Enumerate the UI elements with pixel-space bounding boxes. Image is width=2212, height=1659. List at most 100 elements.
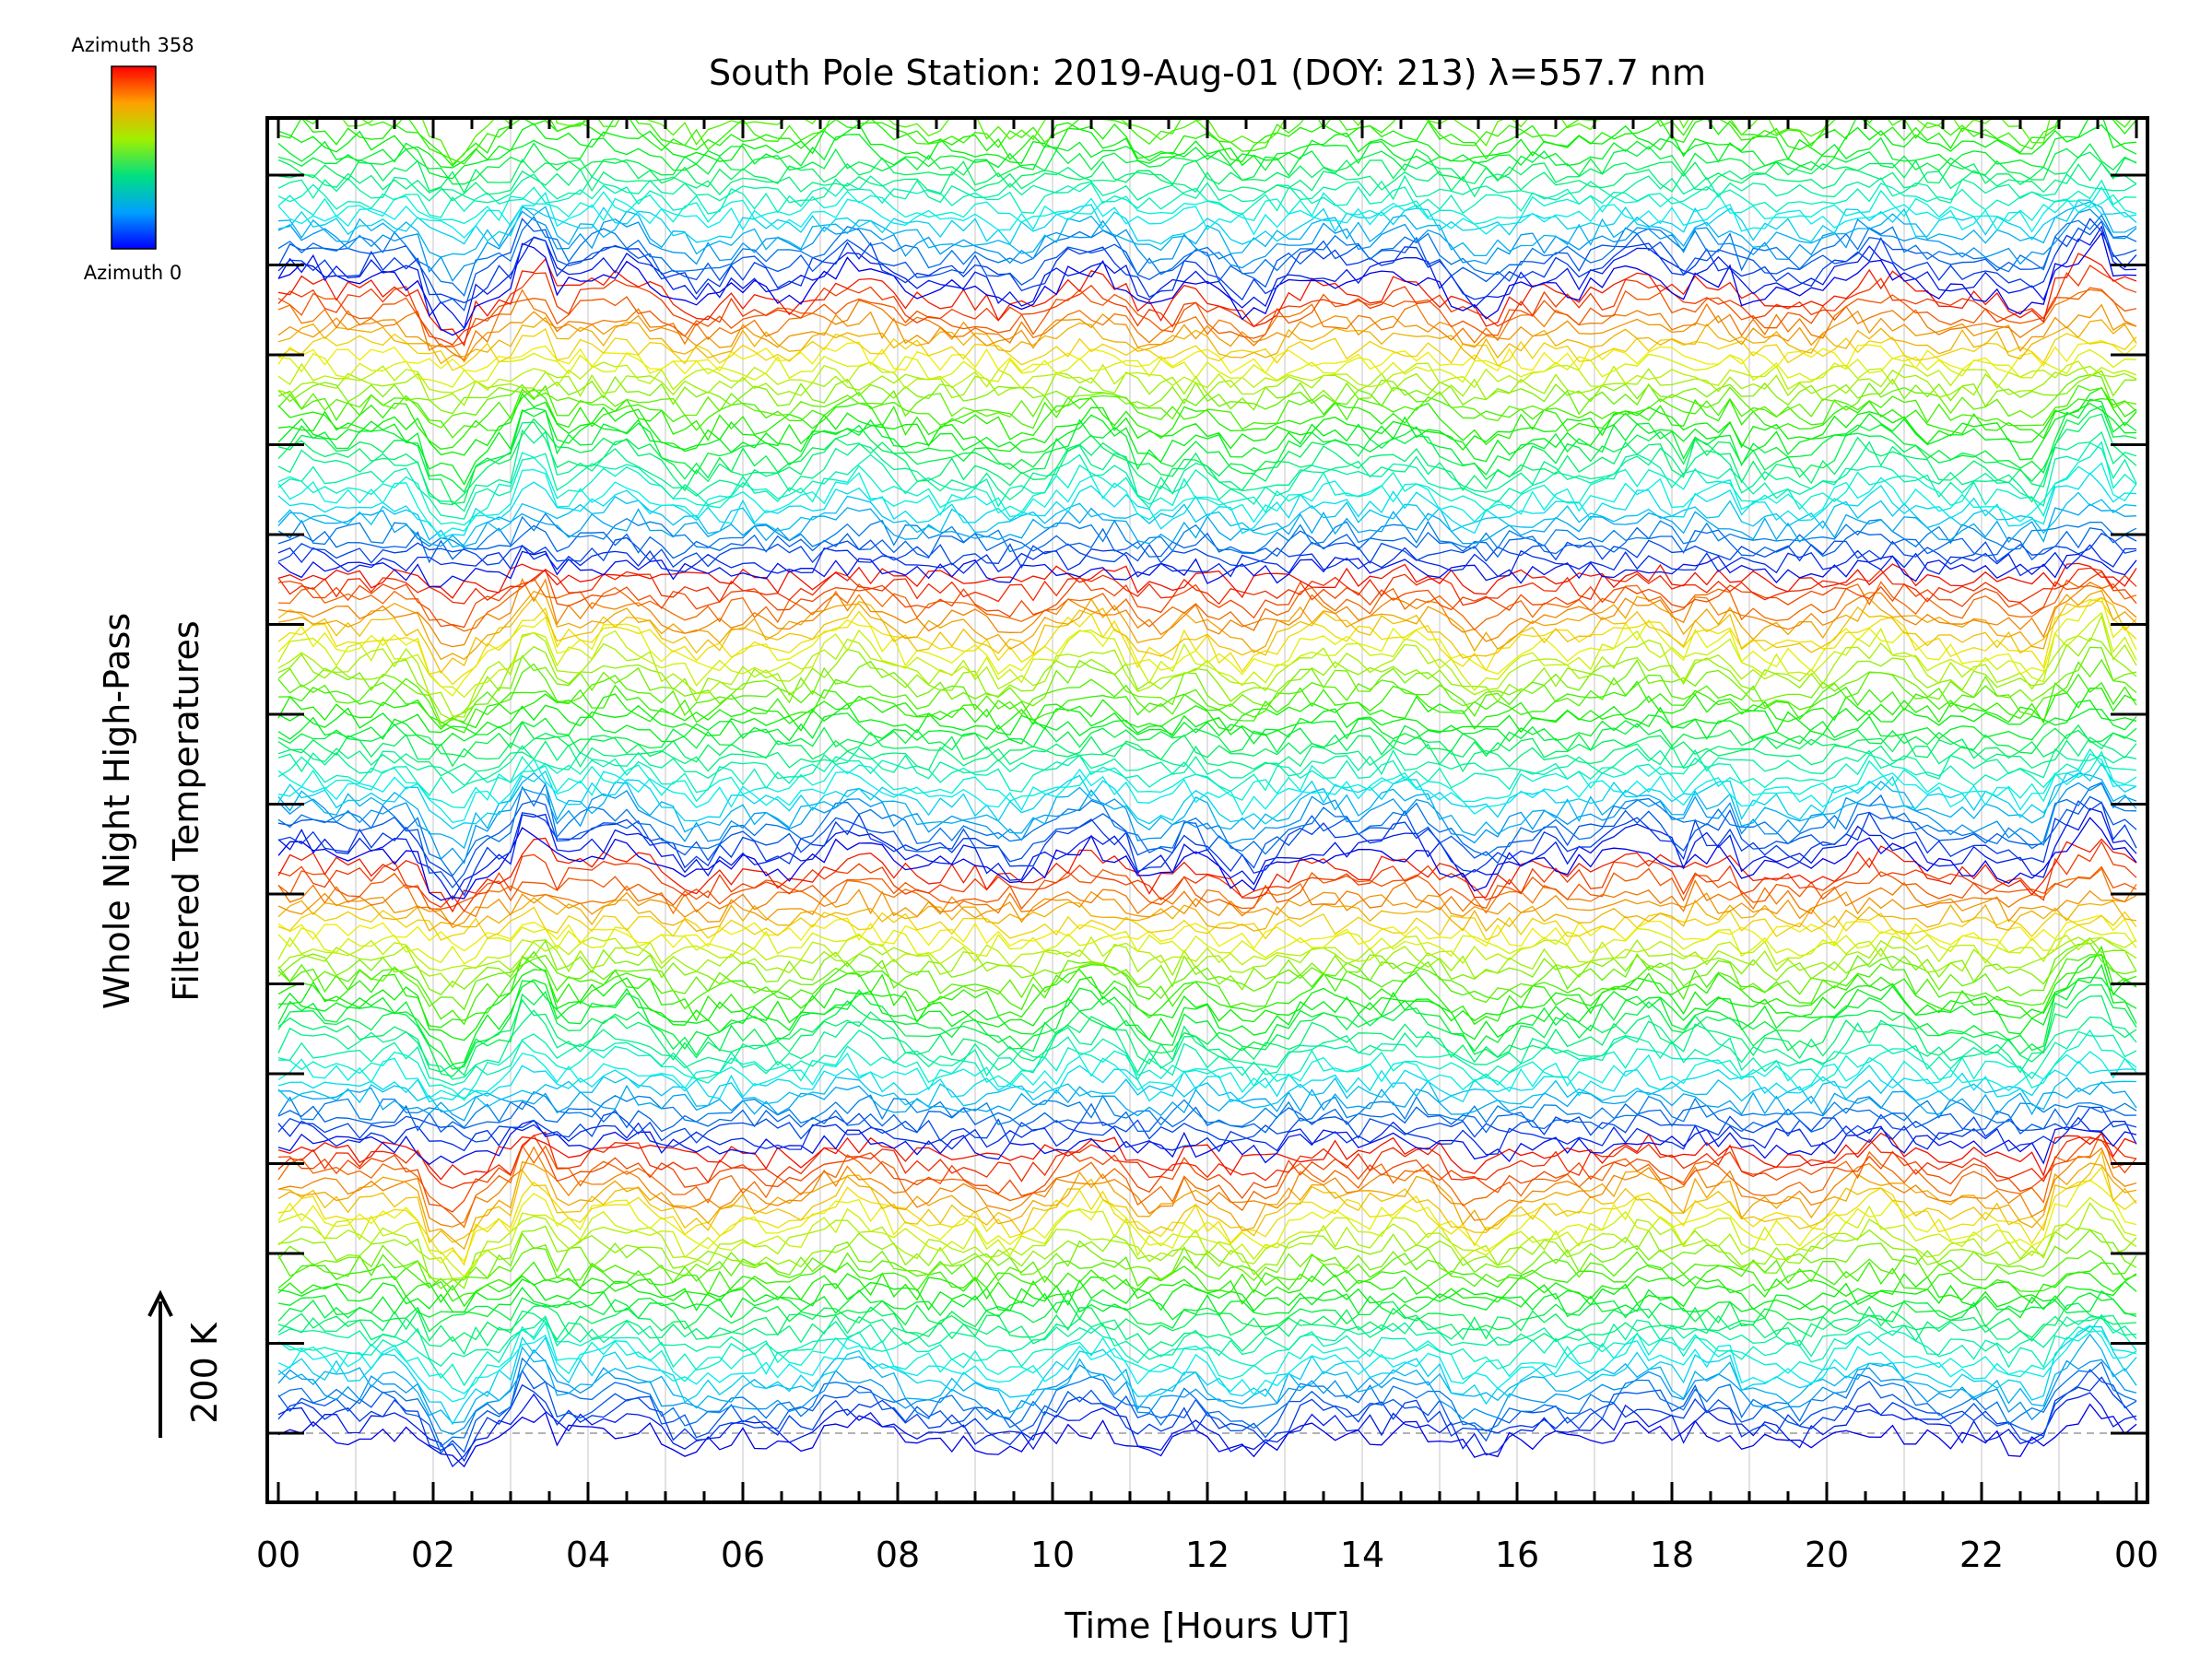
temperature-trace xyxy=(277,1247,2137,1291)
temperature-trace xyxy=(277,562,2137,599)
temperature-trace xyxy=(277,1029,2137,1101)
temperature-trace xyxy=(277,614,2137,718)
temperature-trace xyxy=(277,441,2137,526)
temperature-trace xyxy=(277,840,2137,912)
temperature-trace xyxy=(277,637,2137,722)
temperature-trace xyxy=(277,1287,2137,1321)
temperature-trace xyxy=(277,984,2137,1077)
temperature-trace xyxy=(277,1100,2137,1135)
temperature-trace xyxy=(277,658,2137,728)
temperature-trace xyxy=(277,598,2137,686)
temperature-trace xyxy=(277,924,2137,965)
temperature-trace xyxy=(277,771,2137,850)
temperature-trace xyxy=(277,218,2137,304)
temperature-trace xyxy=(277,186,2137,239)
temperature-trace xyxy=(277,1271,2137,1308)
temperature-trace xyxy=(277,1310,2137,1356)
colorbar-top-label: Azimuth 358 xyxy=(71,34,194,56)
temperature-trace xyxy=(277,544,2136,578)
colorbar-bottom-label: Azimuth 0 xyxy=(84,262,182,284)
x-tick-label: 00 xyxy=(2114,1535,2159,1575)
temperature-trace xyxy=(277,1090,2137,1129)
axis-ticks xyxy=(267,118,2147,1502)
temperature-trace xyxy=(277,1051,2137,1100)
temperature-trace xyxy=(277,795,2137,889)
temperature-trace xyxy=(277,550,2137,588)
temperature-trace xyxy=(277,218,2137,312)
temperature-trace xyxy=(277,1392,2137,1468)
temperature-trace xyxy=(277,1313,2137,1387)
temperature-trace xyxy=(277,1060,2137,1103)
temperature-trace xyxy=(277,405,2137,505)
temperature-trace xyxy=(277,897,2137,933)
temperature-trace xyxy=(277,1202,2137,1280)
temperature-trace xyxy=(277,646,2137,724)
temperature-trace xyxy=(277,253,2137,347)
temperature-trace xyxy=(277,568,2137,629)
x-tick-label: 12 xyxy=(1185,1535,1230,1575)
chart-title: South Pole Station: 2019-Aug-01 (DOY: 21… xyxy=(709,53,1706,93)
temperature-trace xyxy=(277,782,2137,865)
temperature-trace xyxy=(277,577,2137,648)
temperature-trace xyxy=(277,1403,2137,1468)
temperature-trace xyxy=(277,950,2137,1026)
temperature-trace xyxy=(277,1348,2137,1436)
temperature-trace xyxy=(277,745,2137,786)
temperature-trace xyxy=(277,402,2137,486)
x-tick-label: 08 xyxy=(876,1535,920,1575)
temperature-trace xyxy=(277,287,2137,347)
temperature-trace xyxy=(277,1076,2137,1112)
temperature-trace xyxy=(277,441,2137,520)
temperature-trace xyxy=(277,532,2137,570)
temperature-trace xyxy=(277,589,2137,661)
x-tick-label: 18 xyxy=(1650,1535,1694,1575)
x-tick-label: 02 xyxy=(411,1535,455,1575)
temperature-trace xyxy=(277,1106,2137,1145)
temperature-trace xyxy=(277,1166,2137,1266)
x-tick-label: 04 xyxy=(566,1535,610,1575)
x-tick-label: 06 xyxy=(721,1535,765,1575)
x-tick-label: 16 xyxy=(1495,1535,1539,1575)
colorbar xyxy=(111,65,157,250)
temperature-trace xyxy=(277,512,2137,554)
temperature-trace xyxy=(277,936,2137,989)
temperature-trace xyxy=(277,388,2137,450)
temperature-trace xyxy=(277,753,2137,824)
x-axis-label: Time [Hours UT] xyxy=(1064,1606,1349,1646)
temperature-trace xyxy=(277,817,2137,901)
temperature-trace xyxy=(277,688,2137,732)
temperature-trace xyxy=(277,339,2137,375)
temperature-trace xyxy=(277,1289,2137,1333)
temperature-trace xyxy=(277,1261,2137,1302)
temperature-trace xyxy=(277,384,2137,439)
temperature-trace xyxy=(277,1132,2137,1181)
temperature-trace xyxy=(277,316,2137,365)
temperature-trace xyxy=(277,365,2137,406)
temperature-trace xyxy=(277,288,2137,361)
temperature-trace xyxy=(277,1368,2137,1454)
temperature-trace xyxy=(277,1196,2137,1277)
temperature-trace xyxy=(277,1080,2137,1122)
x-tick-label: 10 xyxy=(1030,1535,1075,1575)
x-tick-label: 00 xyxy=(256,1535,300,1575)
temperature-trace xyxy=(277,867,2137,925)
temperature-trace xyxy=(277,208,2137,282)
temperature-trace xyxy=(277,721,2137,758)
temperature-trace xyxy=(277,865,2137,910)
y-axis-label-line2: Filtered Temperatures xyxy=(166,620,206,1001)
temperature-trace xyxy=(277,933,2137,971)
grid xyxy=(355,118,2060,1502)
temperature-trace xyxy=(277,914,2137,952)
x-tick-label: 20 xyxy=(1805,1535,1849,1575)
temperature-trace xyxy=(277,462,2137,537)
temperature-trace xyxy=(277,700,2137,736)
temperature-trace xyxy=(277,837,2137,913)
temperature-trace xyxy=(277,398,2137,494)
temperature-trace xyxy=(277,1030,2137,1086)
temperature-trace xyxy=(277,1229,2137,1289)
temperature-trace xyxy=(277,142,2137,185)
temperature-trace xyxy=(277,231,2137,336)
temperature-trace xyxy=(277,800,2137,897)
temperature-trace xyxy=(277,906,2137,941)
